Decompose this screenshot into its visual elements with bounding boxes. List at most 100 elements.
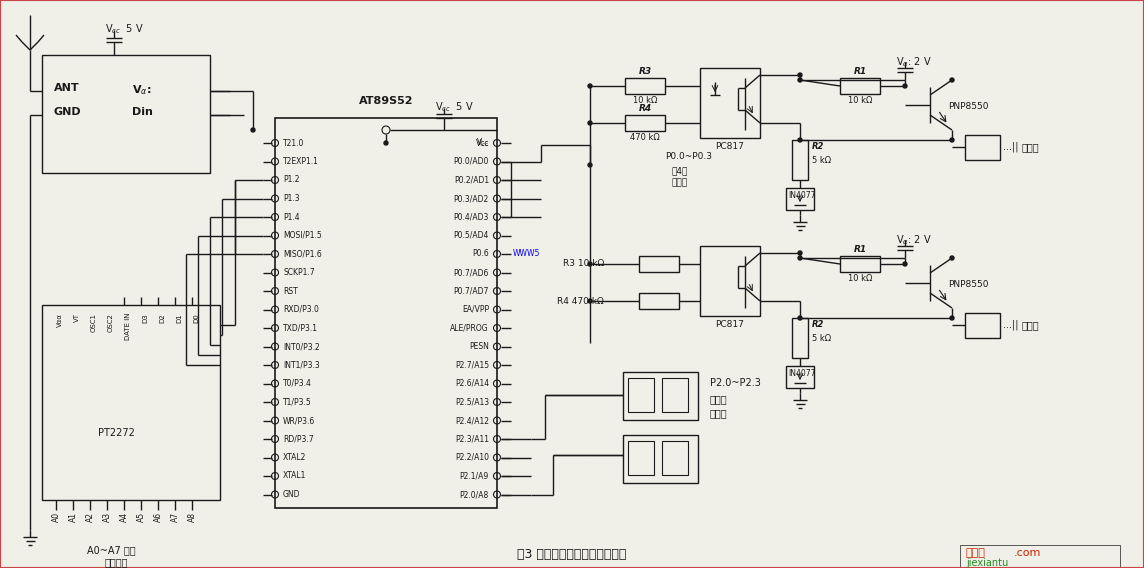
Circle shape [588,299,591,303]
Text: P0.7/AD6: P0.7/AD6 [454,268,488,277]
Circle shape [799,251,802,255]
Text: 图3 无线开关系统接收部分电路: 图3 无线开关系统接收部分电路 [517,548,627,561]
Text: XTAL1: XTAL1 [283,471,307,481]
Text: AT89S52: AT89S52 [359,96,413,106]
Text: PC817: PC817 [715,142,745,151]
Text: 解码引脚: 解码引脚 [104,557,128,567]
Text: ...||: ...|| [1003,142,1018,152]
Circle shape [384,141,388,145]
Text: 10 kΩ: 10 kΩ [848,274,872,283]
Bar [840,256,880,272]
Bar [628,378,654,412]
Bar [662,441,688,475]
Text: jiexiantu: jiexiantu [966,558,1008,568]
Text: A2: A2 [86,512,95,522]
Bar [786,366,815,388]
Text: INT1/P3.3: INT1/P3.3 [283,361,320,370]
Text: A6: A6 [153,512,162,522]
Text: VT: VT [74,313,80,322]
Text: P1.3: P1.3 [283,194,300,203]
Text: RXD/P3.0: RXD/P3.0 [283,305,319,314]
Text: 5 kΩ: 5 kΩ [812,156,832,165]
Text: T1/P3.5: T1/P3.5 [283,398,312,407]
Text: P0.7/AD7: P0.7/AD7 [454,286,488,295]
Text: R4 470 kΩ: R4 470 kΩ [557,296,604,306]
Circle shape [588,84,591,88]
Text: A0~A7 地址: A0~A7 地址 [87,545,135,555]
Circle shape [799,316,802,320]
Text: IN4077: IN4077 [788,370,816,378]
Text: P0.6: P0.6 [472,249,488,258]
Circle shape [950,138,954,142]
Text: INT0/P3.2: INT0/P3.2 [283,342,320,351]
Text: Vcc: Vcc [476,139,488,148]
Text: V$_{cc}$  5 V: V$_{cc}$ 5 V [435,100,474,114]
Text: D0: D0 [193,313,199,323]
Circle shape [799,73,802,77]
Text: P0.0~P0.3: P0.0~P0.3 [665,152,712,161]
Bar [840,78,880,94]
Bar [966,313,1000,338]
Bar [42,305,220,500]
Text: A1: A1 [69,512,78,522]
Text: R2: R2 [812,142,825,151]
Text: TXD/P3.1: TXD/P3.1 [283,324,318,332]
Text: T0/P3.4: T0/P3.4 [283,379,312,388]
Text: 接4路: 接4路 [672,166,689,175]
Text: P1.4: P1.4 [283,212,300,222]
Bar [786,188,815,210]
Bar [639,293,680,309]
Bar [628,441,654,475]
Text: 接显示: 接显示 [710,394,728,404]
Text: WR/P3.6: WR/P3.6 [283,416,316,425]
Bar [966,135,1000,160]
Bar [625,78,665,94]
Text: PNP8550: PNP8550 [948,280,988,289]
Text: RD/P3.7: RD/P3.7 [283,435,313,444]
Circle shape [950,78,954,82]
Text: XTAL2: XTAL2 [283,453,307,462]
Text: P1.2: P1.2 [283,176,300,185]
Text: Din: Din [132,107,153,117]
Circle shape [903,262,907,266]
Bar [639,256,680,272]
Text: A8: A8 [188,512,197,522]
Text: V$_{\alpha}$: 2 V: V$_{\alpha}$: 2 V [896,55,932,69]
Text: 接负载: 接负载 [1022,320,1040,330]
Text: P2.0~P2.3: P2.0~P2.3 [710,378,761,388]
Text: R3 10 kΩ: R3 10 kΩ [563,260,604,269]
Text: V$_{cc}$: V$_{cc}$ [476,137,488,149]
Circle shape [799,78,802,82]
Bar [623,372,698,420]
Bar [792,318,808,358]
Circle shape [588,163,591,167]
Text: P2.6/A14: P2.6/A14 [455,379,488,388]
Text: EA/VPP: EA/VPP [462,305,488,314]
Text: ...||: ...|| [1003,320,1018,331]
Text: MOSI/P1.5: MOSI/P1.5 [283,231,321,240]
Text: A3: A3 [103,512,111,522]
Circle shape [950,256,954,260]
Text: 继电器: 继电器 [672,178,689,187]
Text: P2.5/A13: P2.5/A13 [455,398,488,407]
Bar [700,246,760,316]
Text: .com: .com [1014,548,1041,558]
Text: R1: R1 [853,67,866,76]
Text: DATE IN: DATE IN [125,313,132,340]
Bar [275,118,496,508]
Text: V$_{cc}$  5 V: V$_{cc}$ 5 V [105,22,144,36]
Text: Vαα: Vαα [57,313,63,327]
Text: A5: A5 [136,512,145,522]
Text: T21.0: T21.0 [283,139,304,148]
Bar [960,545,1120,567]
Text: D2: D2 [159,313,165,323]
Text: P2.2/A10: P2.2/A10 [455,453,488,462]
Text: P0.2/AD1: P0.2/AD1 [454,176,488,185]
Text: R4: R4 [638,104,652,113]
Text: A4: A4 [119,512,128,522]
Text: 接负载: 接负载 [1022,142,1040,152]
Text: GND: GND [54,107,81,117]
Text: 10 kΩ: 10 kΩ [848,96,872,105]
Text: PNP8550: PNP8550 [948,102,988,111]
Text: P2.4/A12: P2.4/A12 [455,416,488,425]
